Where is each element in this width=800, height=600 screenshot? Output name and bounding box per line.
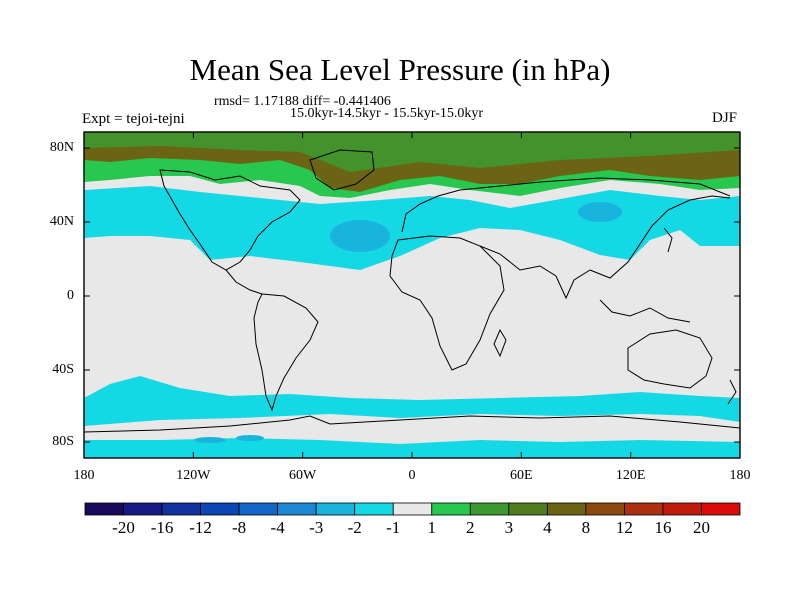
longitude-tick-label: 120W xyxy=(176,468,211,483)
colorbar-swatch xyxy=(469,502,510,516)
colorbar-label: -12 xyxy=(189,518,212,537)
longitude-tick-label: 0 xyxy=(408,468,416,483)
colorbar-swatch xyxy=(546,502,587,516)
latitude-tick-label: 40S xyxy=(52,362,74,377)
season-label: DJF xyxy=(712,110,738,126)
coast-southeast-asia xyxy=(599,299,691,323)
colorbar-swatch xyxy=(238,502,279,516)
longitude-tick-label: 60E xyxy=(510,468,533,483)
colorbar-swatch xyxy=(624,502,664,516)
latitude-tick-label: 80S xyxy=(52,434,74,449)
colorbar-swatch xyxy=(392,502,433,516)
longitude-tick-label: 180 xyxy=(729,468,751,483)
coast-japan xyxy=(663,227,673,253)
colorbar-label: -2 xyxy=(347,518,362,537)
colorbar xyxy=(84,502,741,516)
coast-east-asia xyxy=(589,195,731,279)
experiment-label: Expt = tejoi-tejni xyxy=(82,111,185,127)
chart-title: Mean Sea Level Pressure (in hPa) xyxy=(189,52,611,87)
coast-north-america xyxy=(159,169,301,271)
colorbar-swatch xyxy=(161,502,201,516)
colorbar-swatch xyxy=(277,502,317,516)
longitude-tick-label: 120E xyxy=(615,468,646,483)
north-negative-band xyxy=(84,186,740,270)
colorbar-label: -20 xyxy=(112,518,135,537)
pressure-field xyxy=(84,132,740,458)
southern-blue-patch xyxy=(236,435,264,441)
colorbar-swatch xyxy=(354,502,394,516)
colorbar-label: 16 xyxy=(654,518,672,537)
colorbar-swatch xyxy=(431,502,471,516)
arctic-medium-band xyxy=(84,132,740,172)
colorbar-swatch xyxy=(84,502,124,516)
colorbar-label: 4 xyxy=(543,518,552,537)
latitude-tick-label: 80N xyxy=(49,140,74,155)
stats-line: rmsd= 1.17188 diff= -0.441406 xyxy=(214,94,391,109)
period-line: 15.0kyr-14.5kyr - 15.5kyr-15.0kyr xyxy=(290,106,484,121)
southern-blue-patch xyxy=(194,437,226,443)
coast-new-zealand xyxy=(727,379,737,405)
coast-europe xyxy=(401,177,731,233)
colorbar-label: -16 xyxy=(150,518,174,537)
latitude-tick-label: 40N xyxy=(49,214,74,229)
colorbar-swatch xyxy=(508,502,548,516)
coast-australia xyxy=(627,329,713,389)
colorbar-swatch xyxy=(200,502,240,516)
colorbar-swatch xyxy=(123,502,163,516)
colorbar-swatch xyxy=(585,502,625,516)
colorbar-swatch xyxy=(315,502,356,516)
latitude-tick-label: 0 xyxy=(67,288,74,303)
colorbar-label: -8 xyxy=(232,518,247,537)
colorbar-label: 12 xyxy=(615,518,633,537)
coast-greenland xyxy=(309,149,375,191)
colorbar-label: 8 xyxy=(581,518,591,537)
colorbar-label: -3 xyxy=(309,518,324,537)
longitude-tick-label: 60W xyxy=(289,468,317,483)
coast-south-america xyxy=(253,293,319,412)
axis-ticks xyxy=(83,132,741,458)
colorbar-label: 1 xyxy=(427,518,437,537)
colorbar-label: 20 xyxy=(692,518,710,537)
coast-antarctica xyxy=(84,415,740,433)
coast-madagascar xyxy=(493,328,507,358)
atlantic-negative-core xyxy=(330,220,390,252)
coast-africa xyxy=(389,235,505,371)
colorbar-swatch xyxy=(701,502,741,516)
coastlines xyxy=(84,149,740,433)
colorbar-label: 3 xyxy=(504,518,514,537)
colorbar-label: 2 xyxy=(466,518,475,537)
colorbar-label: -4 xyxy=(270,518,285,537)
longitude-tick-label: 180 xyxy=(73,468,95,483)
coast-arabia-india xyxy=(479,245,591,300)
coast-central-america xyxy=(225,269,263,295)
colorbar-label: -1 xyxy=(386,518,401,537)
asia-negative-core xyxy=(578,202,622,222)
colorbar-swatch xyxy=(662,502,702,516)
